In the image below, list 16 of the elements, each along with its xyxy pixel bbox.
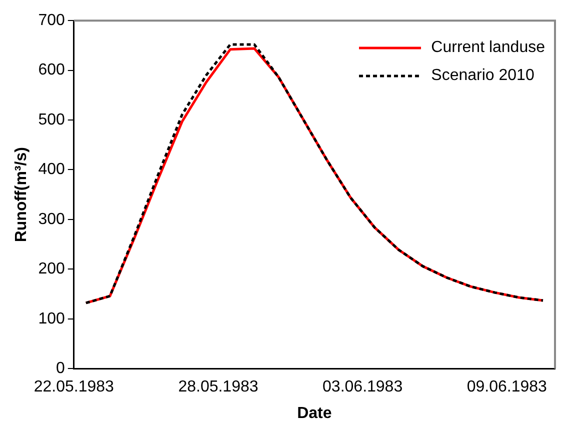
y-tick-label: 200 <box>38 260 65 278</box>
x-tick-label: 09.06.1983 <box>466 378 548 396</box>
y-tick-label: 100 <box>38 310 65 328</box>
x-tick-label: 28.05.1983 <box>178 378 258 396</box>
y-tick-label: 0 <box>56 360 65 378</box>
y-tick-label: 300 <box>38 210 65 228</box>
x-tick-label: 03.06.1983 <box>322 378 403 396</box>
y-tick-label: 700 <box>38 12 65 30</box>
x-axis-title: Date <box>297 404 332 422</box>
y-tick-label: 500 <box>38 111 65 128</box>
x-tick-label: 22.05.1983 <box>34 378 114 396</box>
legend-label: Current landuse <box>431 39 545 57</box>
y-tick-label: 600 <box>38 62 65 79</box>
legend-label: Scenario 2010 <box>431 67 534 85</box>
y-tick-label: 400 <box>38 161 65 178</box>
y-axis-title: Runoff(m³/s) <box>13 147 30 242</box>
